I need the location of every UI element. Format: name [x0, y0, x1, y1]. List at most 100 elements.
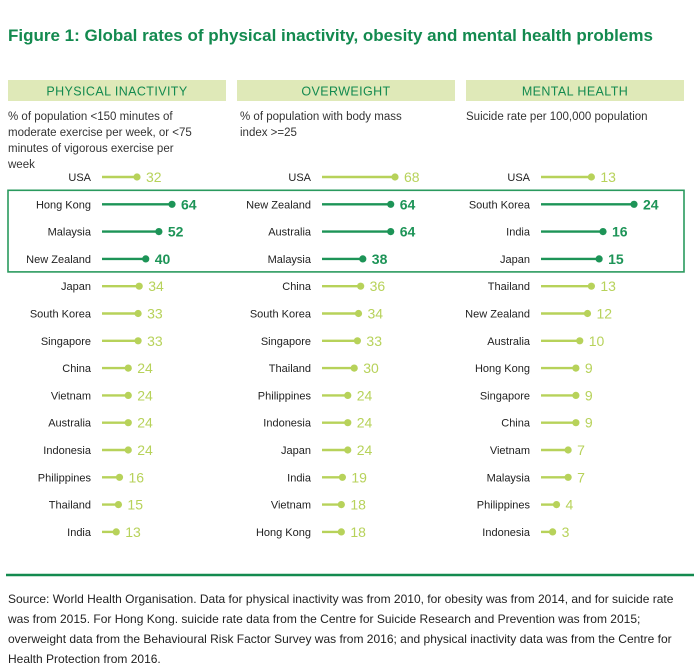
- overweight-lollipop-dot: [338, 473, 346, 481]
- physical-inactivity-value-label: 40: [155, 251, 171, 267]
- mental-health-value-label: 16: [612, 224, 628, 240]
- mental-health-value-label: 7: [577, 442, 585, 458]
- mental-health-panel-title: MENTAL HEALTH: [522, 85, 628, 99]
- overweight-lollipop-dot: [350, 364, 358, 372]
- overweight-category-label: USA: [288, 172, 311, 184]
- mental-health-value-label: 9: [585, 387, 593, 403]
- overweight-subtitle-line: index >=25: [240, 127, 297, 139]
- mental-health-value-label: 10: [589, 333, 605, 349]
- mental-health-value-label: 9: [585, 360, 593, 376]
- mental-health-value-label: 13: [600, 169, 616, 185]
- physical-inactivity-value-label: 52: [168, 224, 184, 240]
- overweight-category-label: Hong Kong: [256, 527, 311, 539]
- mental-health-category-label: Japan: [500, 254, 530, 266]
- physical-inactivity-category-label: Indonesia: [43, 445, 92, 457]
- physical-inactivity-value-label: 16: [129, 469, 145, 485]
- overweight-lollipop-dot: [387, 228, 395, 236]
- overweight-lollipop-dot: [387, 200, 395, 208]
- physical-inactivity-lollipop-dot: [114, 501, 123, 509]
- mental-health-category-label: Singapore: [480, 390, 530, 402]
- overweight-lollipop-dot: [391, 173, 399, 181]
- mental-health-category-label: Malaysia: [487, 472, 531, 484]
- physical-inactivity-subtitle-line: minutes of vigorous exercise per: [8, 143, 174, 155]
- overweight-category-label: China: [282, 281, 312, 293]
- mental-health-lollipop-dot: [564, 473, 572, 481]
- figure-title: Figure 1: Global rates of physical inact…: [8, 26, 653, 45]
- physical-inactivity-value-label: 34: [148, 278, 164, 294]
- overweight-category-label: Philippines: [258, 390, 312, 402]
- overweight-value-label: 18: [350, 524, 366, 540]
- overweight-value-label: 38: [372, 251, 388, 267]
- physical-inactivity-panel-title: PHYSICAL INACTIVITY: [46, 85, 187, 99]
- physical-inactivity-subtitle-line: week: [7, 159, 35, 171]
- source-note: Source: World Health Organisation. Data …: [8, 592, 674, 666]
- mental-health-subtitle-line: Suicide rate per 100,000 population: [466, 111, 648, 123]
- overweight-category-label: Malaysia: [268, 254, 312, 266]
- physical-inactivity-value-label: 24: [137, 442, 153, 458]
- physical-inactivity-value-label: 24: [137, 387, 153, 403]
- overweight-value-label: 19: [351, 469, 367, 485]
- mental-health-lollipop-dot: [595, 255, 603, 263]
- overweight-category-label: Thailand: [269, 363, 311, 375]
- overweight-value-label: 30: [363, 360, 379, 376]
- mental-health-category-label: Indonesia: [482, 527, 531, 539]
- overweight-category-label: Australia: [268, 227, 312, 239]
- mental-health-category-label: South Korea: [469, 199, 531, 211]
- mental-health-value-label: 7: [577, 469, 585, 485]
- overweight-header-band: [237, 80, 455, 101]
- overweight-panel-title: OVERWEIGHT: [301, 85, 390, 99]
- overweight-value-label: 18: [350, 497, 366, 513]
- physical-inactivity-header-band: [8, 80, 226, 101]
- overweight-value-label: 34: [368, 306, 384, 322]
- mental-health-category-label: Australia: [487, 336, 531, 348]
- physical-inactivity-value-label: 33: [147, 306, 163, 322]
- physical-inactivity-category-label: USA: [68, 172, 91, 184]
- physical-inactivity-category-label: Hong Kong: [36, 199, 91, 211]
- lollipop-chart: PHYSICAL INACTIVITY % of population <150 …: [6, 80, 694, 577]
- overweight-value-label: 36: [370, 278, 386, 294]
- overweight-lollipop-dot: [337, 501, 345, 509]
- physical-inactivity-lollipop-dot: [124, 364, 132, 372]
- mental-health-lollipop-dot: [583, 309, 592, 318]
- mental-health-value-label: 3: [562, 524, 570, 540]
- physical-inactivity-value-label: 64: [181, 196, 197, 212]
- mental-health-value-label: 12: [597, 306, 613, 322]
- physical-inactivity-value-label: 33: [147, 333, 163, 349]
- mental-health-category-label: USA: [507, 172, 530, 184]
- overweight-value-label: 64: [400, 224, 416, 240]
- mental-health-lollipop-dot: [552, 501, 561, 509]
- mental-health-lollipop-dot: [572, 419, 580, 427]
- overweight-value-label: 68: [404, 169, 420, 185]
- highlight-box: [7, 189, 685, 273]
- overweight-category-label: Vietnam: [271, 500, 311, 512]
- overweight-lollipop-dot: [353, 337, 362, 345]
- physical-inactivity-lollipop-dot: [134, 337, 142, 345]
- mental-health-lollipop-dot: [576, 337, 584, 345]
- physical-inactivity-lollipop-dot: [133, 173, 141, 181]
- physical-inactivity-lollipop-dot: [168, 200, 176, 208]
- overweight-value-label: 33: [366, 333, 382, 349]
- physical-inactivity-category-label: Thailand: [49, 500, 91, 512]
- physical-inactivity-category-label: Singapore: [41, 336, 91, 348]
- mental-health-value-label: 4: [566, 497, 574, 513]
- physical-inactivity-category-label: New Zealand: [26, 254, 91, 266]
- physical-inactivity-lollipop-dot: [155, 228, 163, 236]
- overweight-value-label: 24: [357, 415, 373, 431]
- physical-inactivity-value-label: 24: [137, 360, 153, 376]
- physical-inactivity-lollipop-dot: [124, 446, 132, 454]
- physical-inactivity-value-label: 32: [146, 169, 162, 185]
- mental-health-value-label: 15: [608, 251, 624, 267]
- mental-health-value-label: 9: [585, 415, 593, 431]
- overweight-subtitle-line: % of population with body mass: [240, 111, 402, 123]
- overweight-value-label: 24: [357, 387, 373, 403]
- mental-health-lollipop-dot: [572, 391, 580, 399]
- physical-inactivity-category-label: South Korea: [30, 309, 92, 321]
- physical-inactivity-lollipop-dot: [135, 282, 143, 290]
- mental-health-lollipop-dot: [599, 228, 607, 236]
- mental-health-lollipop-dot: [549, 528, 557, 536]
- physical-inactivity-lollipop-dot: [142, 255, 150, 263]
- physical-inactivity-lollipop-dot: [124, 419, 132, 427]
- overweight-category-label: India: [287, 472, 312, 484]
- mental-health-category-label: India: [506, 227, 531, 239]
- mental-health-category-label: Thailand: [488, 281, 530, 293]
